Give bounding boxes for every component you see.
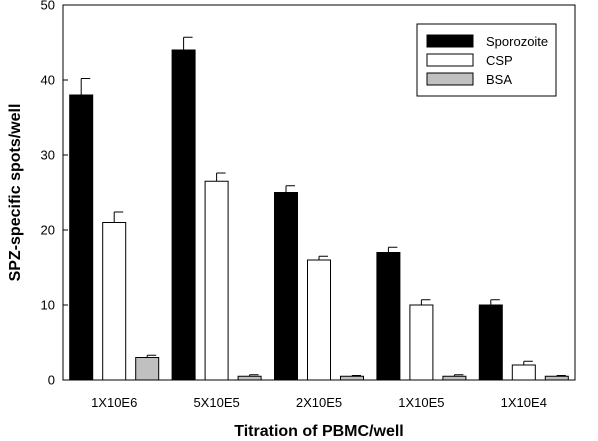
x-tick-label: 2X10E5 [296, 395, 342, 410]
y-tick-label: 30 [41, 148, 55, 163]
x-axis-ticks: 1X10E6 5X10E5 2X10E5 1X10E5 1X10E4 [91, 395, 547, 410]
bar-csp [204, 180, 229, 381]
x-tick-label: 1X10E4 [501, 395, 547, 410]
legend-label-bsa: BSA [486, 72, 512, 87]
y-axis-title: SPZ-specific spots/well [7, 104, 24, 282]
legend: Sporozoite CSP BSA [416, 23, 557, 97]
legend-swatch-sporozoite [426, 34, 474, 48]
y-tick-label: 40 [41, 73, 55, 88]
bar-sporozoite [274, 192, 298, 381]
bar-csp [409, 304, 434, 381]
legend-label-csp: CSP [486, 53, 513, 68]
x-tick-label: 5X10E5 [193, 395, 239, 410]
legend-items: Sporozoite CSP BSA [426, 34, 548, 87]
bar-bsa [544, 375, 569, 381]
bar-csp [102, 222, 127, 381]
bar-sporozoite [171, 49, 196, 381]
y-tick-label: 50 [41, 0, 55, 13]
y-tick-label: 20 [41, 223, 55, 238]
legend-swatch-bsa [426, 72, 474, 86]
bar-csp [511, 364, 536, 381]
legend-swatch-csp [426, 53, 474, 67]
x-tick-label: 1X10E5 [398, 395, 444, 410]
x-axis-title: Titration of PBMC/well [234, 423, 403, 440]
bar-sporozoite [69, 94, 94, 381]
y-axis-ticks: 0 10 20 30 40 50 [41, 0, 68, 388]
bar-sporozoite [478, 304, 503, 381]
y-tick-label: 10 [41, 298, 55, 313]
bar-bsa [340, 375, 364, 381]
bar-bsa [442, 375, 467, 381]
bar-bsa [237, 375, 262, 381]
plot-frame [62, 4, 576, 381]
legend-label-sporozoite: Sporozoite [486, 34, 548, 49]
bar-csp [307, 259, 331, 381]
bar-sporozoite [376, 252, 401, 381]
y-tick-label: 0 [48, 373, 55, 388]
axes-layer [62, 4, 576, 381]
x-tick-label: 1X10E6 [91, 395, 137, 410]
bar-bsa [135, 357, 160, 381]
